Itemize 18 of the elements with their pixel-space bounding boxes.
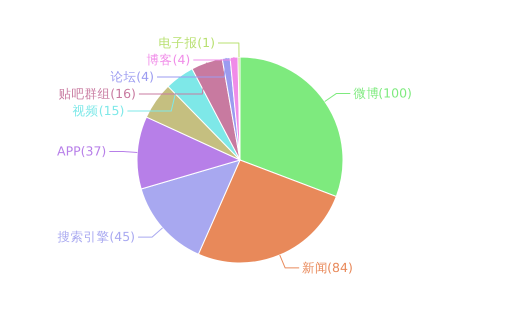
slice-label: 论坛 xyxy=(110,69,136,84)
slice-label: 贴吧群组 xyxy=(58,86,110,102)
data-label: (37) xyxy=(80,144,106,159)
data-label: (45) xyxy=(109,229,136,244)
data-label: (100) xyxy=(378,86,412,101)
slice-label: 搜索引擎 xyxy=(57,229,110,244)
slice-label: APP xyxy=(57,144,82,159)
data-label: (15) xyxy=(98,103,124,118)
slice-label: 电子报 xyxy=(158,35,198,50)
slice-label: 新闻 xyxy=(302,260,328,275)
slice-label: 视频 xyxy=(72,103,99,118)
data-label: (4) xyxy=(172,52,190,68)
data-label: (1) xyxy=(197,35,215,50)
slice-label: 微博 xyxy=(353,86,380,101)
data-label: (84) xyxy=(327,260,353,275)
data-label: (4) xyxy=(136,69,154,84)
data-label: (16) xyxy=(110,86,136,102)
slice-label: 博客 xyxy=(146,52,173,68)
